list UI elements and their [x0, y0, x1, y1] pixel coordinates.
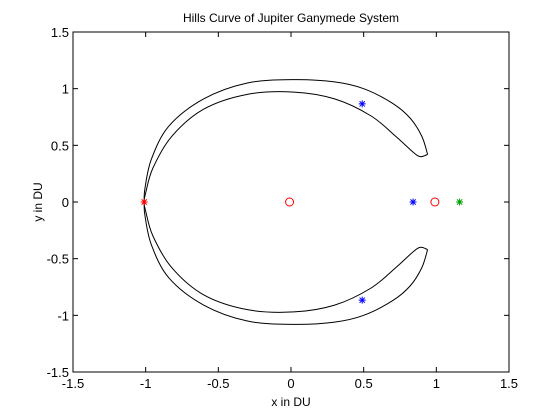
- tick-labels: -1.5 -1 -0.5 0 0.5 1 1.5 -1.5 -1 -0.5 0 0.5 1 1.5: [47, 25, 518, 391]
- x-tick-label: 1.5: [500, 376, 518, 391]
- x-tick-label: -1.5: [62, 376, 84, 391]
- x-tick-label: 0: [287, 376, 294, 391]
- markers: [140, 100, 464, 304]
- axes-box: [72, 31, 510, 373]
- plot-area: [72, 31, 510, 373]
- star-marker: [409, 198, 417, 206]
- y-tick-label: 1: [62, 82, 69, 97]
- y-axis-label: y in DU: [31, 182, 45, 221]
- circle-marker: [285, 197, 295, 207]
- y-tick-label: -1: [57, 308, 69, 323]
- circle-marker: [430, 197, 440, 207]
- star-marker: [456, 198, 464, 206]
- x-tick-label: 1: [433, 376, 440, 391]
- x-tick-label: -1: [140, 376, 152, 391]
- x-axis-label: x in DU: [271, 395, 310, 409]
- chart-title: Hills Curve of Jupiter Ganymede System: [183, 11, 399, 25]
- y-tick-label: 0.5: [51, 138, 69, 153]
- y-tick-label: -1.5: [47, 365, 69, 380]
- y-tick-label: -0.5: [47, 252, 69, 267]
- star-marker: [358, 296, 366, 304]
- x-tick-label: 0.5: [355, 376, 373, 391]
- y-tick-label: 0: [62, 195, 69, 210]
- y-tick-label: 1.5: [51, 25, 69, 40]
- ticks: [72, 31, 510, 373]
- x-tick-label: -0.5: [207, 376, 229, 391]
- star-marker: [140, 198, 148, 206]
- star-marker: [358, 100, 366, 108]
